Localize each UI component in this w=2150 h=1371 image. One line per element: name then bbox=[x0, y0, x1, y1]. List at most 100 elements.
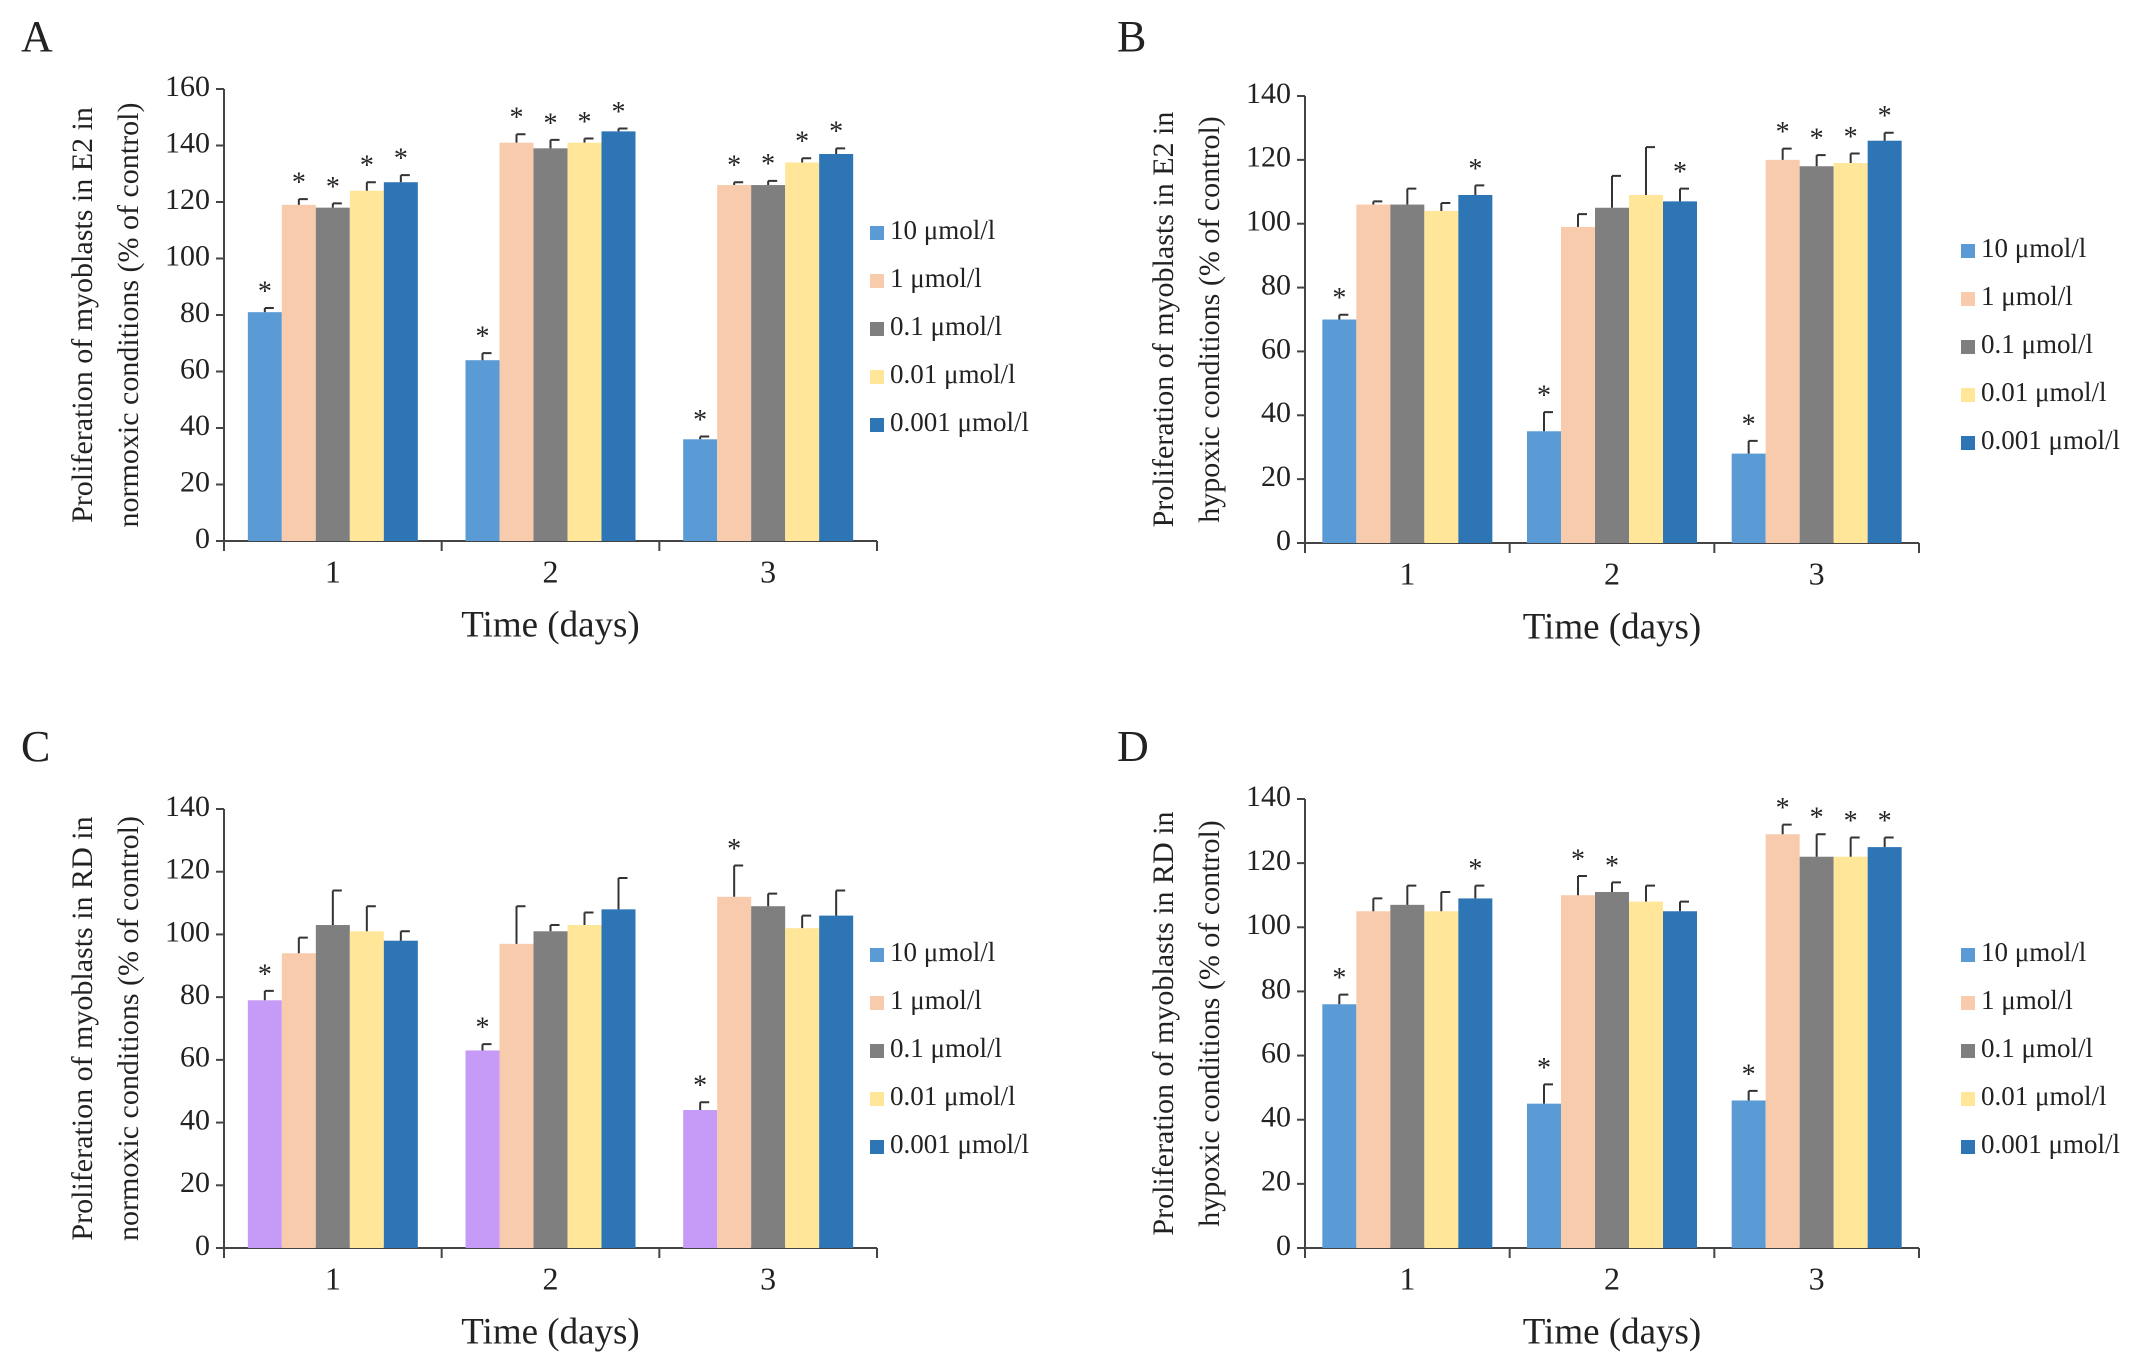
error-bar bbox=[1849, 836, 1860, 857]
error-bar bbox=[1781, 147, 1792, 160]
y-tick-label: 60 bbox=[180, 1041, 210, 1074]
bar bbox=[1527, 1103, 1561, 1248]
bar bbox=[247, 1000, 282, 1248]
significance-marker: * bbox=[578, 107, 592, 138]
panel-label: C bbox=[21, 722, 50, 771]
y-tick-label: 0 bbox=[195, 1229, 210, 1262]
panel: B Proliferation of myoblasts in E2 in hypo… bbox=[1117, 12, 2120, 647]
y-tick-label: 20 bbox=[180, 465, 210, 498]
legend-swatch bbox=[870, 226, 884, 240]
y-axis-label: Proliferation of myoblasts in RD in bbox=[1147, 811, 1180, 1235]
y-tick-label: 40 bbox=[1261, 396, 1291, 429]
y-tick-label: 120 bbox=[165, 853, 210, 886]
error-bar bbox=[767, 892, 778, 907]
legend-swatch bbox=[1961, 292, 1975, 306]
error-bar bbox=[835, 147, 846, 154]
bar bbox=[1322, 319, 1357, 543]
legend-swatch bbox=[870, 1044, 884, 1058]
significance-marker: * bbox=[1673, 157, 1687, 188]
bar bbox=[717, 185, 752, 542]
bar bbox=[1595, 207, 1629, 543]
x-tick-label: 1 bbox=[325, 553, 341, 589]
bar bbox=[1629, 194, 1663, 543]
y-axis-label: normoxic conditions (% of control) bbox=[112, 103, 145, 528]
legend-swatch bbox=[870, 1140, 884, 1154]
error-bar bbox=[297, 198, 308, 205]
significance-marker: * bbox=[1776, 117, 1790, 148]
bar bbox=[1356, 204, 1391, 544]
bar bbox=[465, 360, 500, 541]
significance-marker: * bbox=[761, 149, 775, 180]
y-axis-label: Proliferation of myoblasts in RD in bbox=[66, 816, 99, 1240]
legend-label: 1 μmol/l bbox=[1981, 281, 2073, 311]
legend-swatch bbox=[1961, 1092, 1975, 1106]
y-axis-label: normoxic conditions (% of control) bbox=[112, 816, 145, 1241]
y-tick-label: 0 bbox=[1276, 524, 1291, 557]
y-tick-label: 100 bbox=[1246, 205, 1291, 238]
significance-marker: * bbox=[292, 168, 306, 199]
bar bbox=[1390, 204, 1425, 544]
error-bar bbox=[1440, 891, 1451, 912]
bar bbox=[1663, 201, 1697, 543]
bar bbox=[533, 931, 568, 1248]
bar bbox=[1765, 159, 1800, 543]
y-tick-label: 60 bbox=[1261, 332, 1291, 365]
significance-marker: * bbox=[727, 151, 741, 182]
bar bbox=[1765, 834, 1800, 1248]
significance-marker: * bbox=[1468, 154, 1482, 185]
y-axis-label: hypoxic conditions (% of control) bbox=[1193, 820, 1226, 1227]
bar bbox=[1799, 166, 1834, 543]
legend-swatch bbox=[1961, 388, 1975, 402]
error-bar bbox=[699, 1101, 710, 1111]
bar bbox=[499, 142, 534, 542]
bar bbox=[465, 1050, 500, 1248]
error-bar bbox=[549, 924, 560, 932]
bar bbox=[349, 190, 384, 541]
legend-label: 0.001 μmol/l bbox=[1981, 425, 2120, 455]
bar bbox=[567, 142, 602, 542]
significance-marker: * bbox=[612, 97, 626, 128]
x-tick-label: 2 bbox=[543, 553, 559, 589]
error-bar bbox=[767, 179, 778, 186]
bar bbox=[315, 925, 350, 1248]
panel: C Proliferation of myoblasts in RD in norm… bbox=[21, 722, 1029, 1352]
x-tick-label: 1 bbox=[325, 1260, 341, 1296]
error-bar bbox=[1883, 836, 1894, 848]
y-tick-label: 80 bbox=[180, 978, 210, 1011]
y-tick-label: 20 bbox=[180, 1166, 210, 1199]
significance-marker: * bbox=[476, 1013, 490, 1044]
y-tick-label: 20 bbox=[1261, 460, 1291, 493]
error-bar bbox=[1883, 131, 1894, 141]
bar bbox=[1458, 194, 1493, 543]
error-bar bbox=[1406, 884, 1417, 905]
bar bbox=[683, 439, 718, 541]
significance-marker: * bbox=[1537, 1053, 1551, 1084]
bar bbox=[1561, 895, 1595, 1248]
significance-marker: * bbox=[1742, 409, 1756, 440]
bar bbox=[281, 953, 316, 1248]
error-bar bbox=[1747, 1089, 1758, 1101]
legend-swatch bbox=[1961, 948, 1975, 962]
error-bar bbox=[1815, 833, 1826, 857]
bar bbox=[383, 940, 418, 1248]
x-axis-label: Time (days) bbox=[461, 1311, 640, 1352]
error-bar bbox=[1781, 823, 1792, 835]
error-bar bbox=[549, 138, 560, 149]
legend-label: 0.001 μmol/l bbox=[890, 407, 1029, 437]
legend-label: 0.1 μmol/l bbox=[1981, 329, 2093, 359]
error-bar bbox=[399, 174, 410, 183]
panel-label: B bbox=[1117, 12, 1146, 61]
bar bbox=[1833, 163, 1868, 544]
significance-marker: * bbox=[510, 103, 524, 134]
legend-swatch bbox=[1961, 436, 1975, 450]
bar bbox=[819, 153, 854, 541]
bar bbox=[1322, 1004, 1357, 1248]
y-tick-label: 40 bbox=[1261, 1101, 1291, 1134]
bar bbox=[1561, 226, 1595, 543]
significance-marker: * bbox=[693, 405, 707, 436]
y-tick-label: 40 bbox=[180, 409, 210, 442]
legend-label: 1 μmol/l bbox=[890, 985, 982, 1015]
y-tick-label: 80 bbox=[1261, 268, 1291, 301]
error-bar bbox=[835, 889, 846, 916]
